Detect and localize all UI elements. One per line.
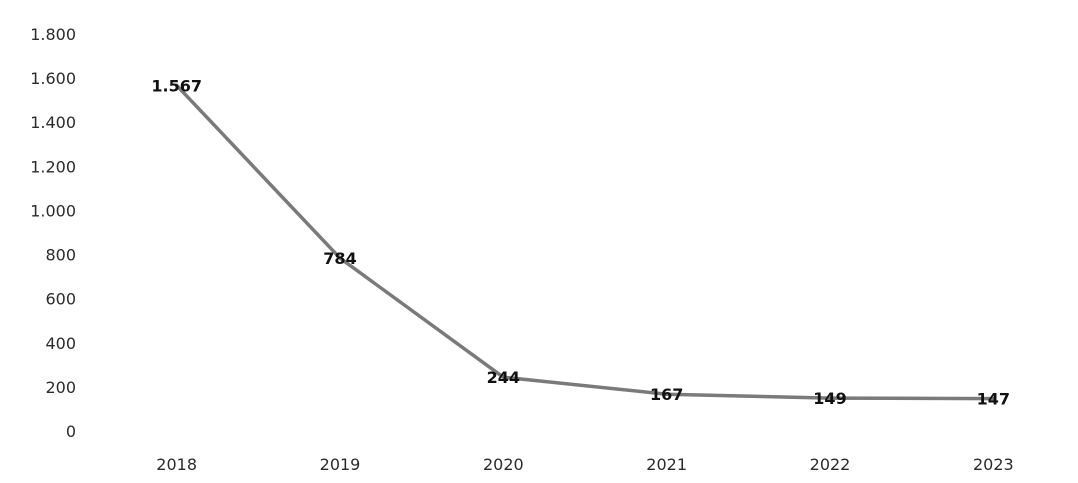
- data-label: 784: [323, 249, 356, 268]
- data-label: 149: [813, 389, 846, 408]
- data-point: [665, 392, 669, 396]
- data-point: [991, 397, 995, 401]
- y-tick-label: 1.400: [30, 113, 76, 132]
- y-tick-label: 1.600: [30, 69, 76, 88]
- y-tick-label: 1.000: [30, 201, 76, 220]
- series-line: [174, 83, 996, 401]
- data-point: [501, 375, 505, 379]
- series-line-group: [174, 83, 996, 401]
- data-label: 147: [977, 390, 1010, 409]
- data-labels: 1.567 784 244 167 149 147: [151, 76, 1010, 408]
- data-point: [338, 256, 342, 260]
- data-label: 167: [650, 385, 683, 404]
- data-label: 1.567: [151, 76, 202, 95]
- y-tick-label: 1.800: [30, 25, 76, 44]
- x-tick-label: 2021: [646, 455, 687, 474]
- y-tick-label: 600: [45, 290, 76, 309]
- x-axis: 2018 2019 2020 2021 2022 2023: [156, 455, 1013, 474]
- data-point: [175, 83, 179, 87]
- y-tick-label: 0: [66, 422, 76, 441]
- y-tick-label: 400: [45, 334, 76, 353]
- data-label: 244: [487, 368, 520, 387]
- x-tick-label: 2022: [810, 455, 851, 474]
- x-tick-label: 2023: [973, 455, 1014, 474]
- y-tick-label: 800: [45, 246, 76, 265]
- y-axis: 0 200 400 600 800 1.000 1.200 1.400 1.600 1.800: [30, 25, 76, 441]
- data-point: [828, 396, 832, 400]
- x-tick-label: 2018: [156, 455, 197, 474]
- x-tick-label: 2020: [483, 455, 524, 474]
- x-tick-label: 2019: [320, 455, 361, 474]
- y-tick-label: 200: [45, 378, 76, 397]
- y-tick-label: 1.200: [30, 157, 76, 176]
